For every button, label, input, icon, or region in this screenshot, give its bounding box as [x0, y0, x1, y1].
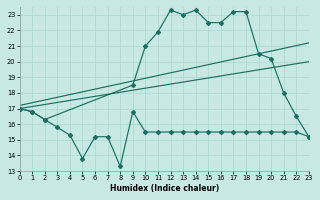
X-axis label: Humidex (Indice chaleur): Humidex (Indice chaleur)	[110, 184, 219, 193]
